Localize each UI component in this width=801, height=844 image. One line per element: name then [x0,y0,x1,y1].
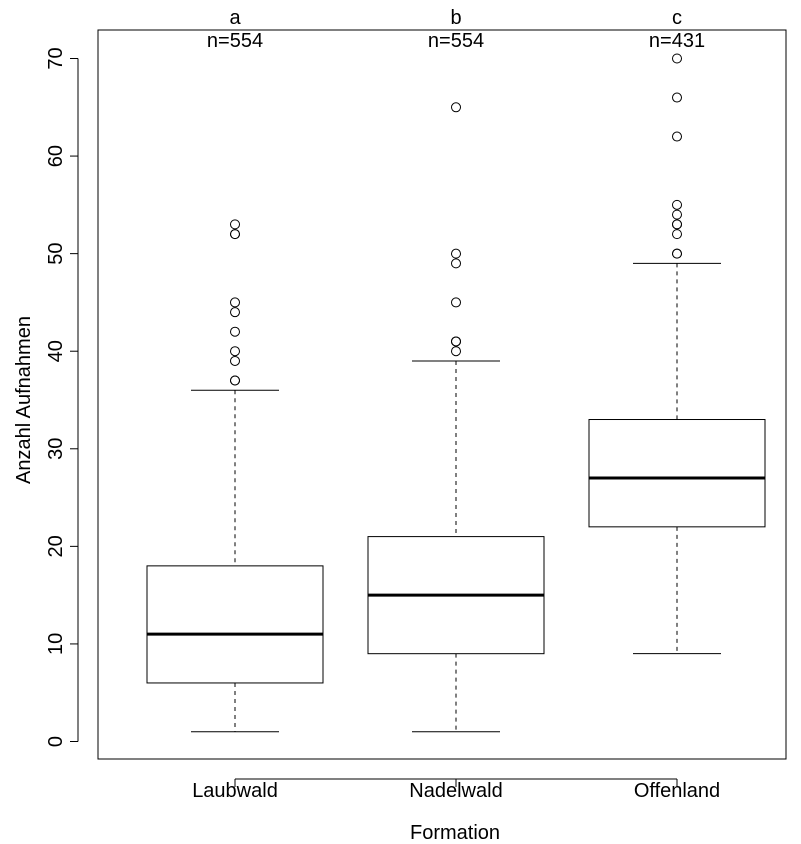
y-tick-label-70: 70 [45,47,67,69]
outlier-point [672,53,682,64]
x-tick-label-Laubwald: Laubwald [192,780,278,802]
outlier-point [230,346,240,357]
box-Laubwald: an=554 [146,7,324,733]
n-label: n=554 [428,30,484,52]
box-Offenland: cn=431 [588,7,766,655]
iqr-box [588,419,766,528]
y-tick-label-0: 0 [45,736,67,747]
outlier-point [672,131,682,142]
y-axis-title: Anzahl Aufnahmen [13,316,35,484]
outlier-point [672,209,682,220]
plot-frame [97,29,787,760]
box-Nadelwald: bn=554 [367,7,545,733]
outlier-point [672,248,682,259]
outlier-point [451,248,461,259]
n-label: n=554 [207,30,263,52]
outlier-point [230,229,240,240]
group-letter: c [672,7,682,29]
outlier-point [672,92,682,103]
n-label: n=431 [649,30,705,52]
x-axis: Laubwald Nadelwald Offenland [192,778,720,802]
y-tick-label-40: 40 [45,340,67,362]
outlier-point [451,102,461,113]
x-tick-label-Nadelwald: Nadelwald [409,780,502,802]
outlier-point [672,199,682,210]
y-tick-label-50: 50 [45,243,67,265]
y-axis: 0 10 20 30 40 50 60 70 [45,47,79,747]
group-letter: b [450,7,461,29]
outlier-point [230,219,240,230]
y-tick-label-30: 30 [45,438,67,460]
y-tick-label-10: 10 [45,633,67,655]
outlier-point [672,219,682,230]
outlier-point [230,297,240,308]
group-letter: a [229,7,241,29]
outlier-point [230,307,240,318]
outlier-point [451,258,461,269]
iqr-box [146,565,324,684]
outlier-point [451,346,461,357]
y-tick-label-20: 20 [45,535,67,557]
outlier-point [230,355,240,366]
outlier-point [230,326,240,337]
outlier-point [451,336,461,347]
outlier-point [230,375,240,386]
outlier-point [672,229,682,240]
outlier-point [451,297,461,308]
x-tick-label-Offenland: Offenland [634,780,720,802]
x-axis-title: Formation [410,822,500,844]
y-tick-label-60: 60 [45,145,67,167]
